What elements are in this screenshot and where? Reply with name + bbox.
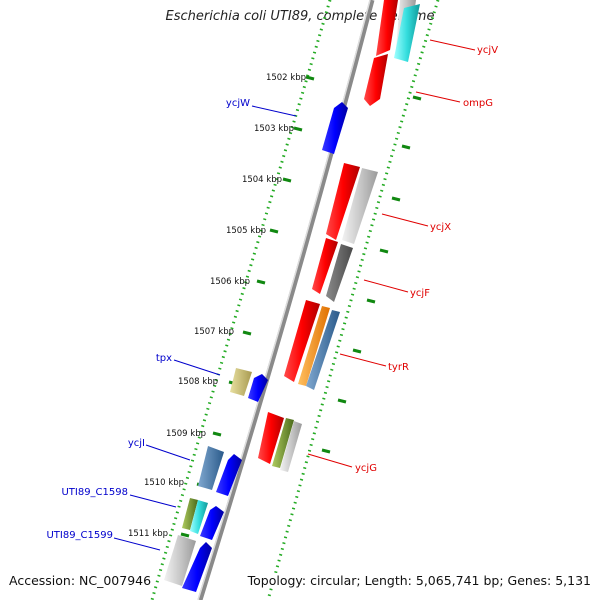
gene-tyrR-orange[interactable] bbox=[298, 306, 330, 386]
tick-label-1510: 1510 kbp bbox=[144, 478, 184, 488]
tick-label-1509: 1509 kbp bbox=[166, 429, 206, 439]
gene-label-UTI89_C1599[interactable]: UTI89_C1599 bbox=[46, 530, 113, 541]
tick-label-1502: 1502 kbp bbox=[266, 73, 306, 83]
gene-block-top-red[interactable] bbox=[376, 0, 398, 56]
gene-ycjI[interactable] bbox=[216, 454, 242, 496]
gene-ycjG-red[interactable] bbox=[258, 412, 284, 464]
gene-ycjW[interactable] bbox=[322, 102, 348, 154]
reverse-leader-lines bbox=[113, 105, 297, 551]
forward-leader-lines bbox=[307, 39, 476, 468]
gene-ycjF-grey[interactable] bbox=[326, 244, 353, 302]
gene-label-ycjF[interactable]: ycjF bbox=[410, 288, 430, 299]
gene-label-ycjV[interactable]: ycjV bbox=[477, 45, 498, 56]
genome-backbone bbox=[197, 0, 375, 600]
gene-label-ycjI[interactable]: ycjI bbox=[128, 438, 145, 449]
tick-label-1504: 1504 kbp bbox=[242, 175, 282, 185]
axis-tick-marks bbox=[180, 75, 315, 538]
axis-tick-labels: 1502 kbp 1503 kbp 1504 kbp 1505 kbp 1506… bbox=[128, 73, 306, 539]
tick-label-1511: 1511 kbp bbox=[128, 529, 168, 539]
genome-backbone-highlight bbox=[197, 0, 371, 600]
gene-label-ycjX[interactable]: ycjX bbox=[430, 222, 451, 233]
outer-tick-marks bbox=[321, 95, 422, 454]
gene-label-ycjG[interactable]: ycjG bbox=[355, 463, 377, 474]
gene-label-tyrR[interactable]: tyrR bbox=[388, 362, 409, 373]
gene-UTI89_C1599-grey[interactable] bbox=[164, 535, 196, 586]
gene-ycjG-green[interactable] bbox=[272, 418, 294, 468]
gene-UTI89_C1598-cyan[interactable] bbox=[190, 500, 208, 534]
gene-tpx[interactable] bbox=[248, 374, 268, 402]
tick-label-1503: 1503 kbp bbox=[254, 124, 294, 134]
gene-ycjI-steel[interactable] bbox=[198, 446, 224, 490]
gene-tyrR-red[interactable] bbox=[284, 300, 320, 382]
gene-label-ycjW[interactable]: ycjW bbox=[226, 98, 250, 109]
gene-ycjX-grey[interactable] bbox=[342, 168, 378, 244]
outer-dotted-track bbox=[266, 0, 440, 600]
reverse-gene-labels: ycjW tpx ycjI UTI89_C1598 UTI89_C1599 bbox=[46, 98, 250, 541]
forward-strand-genes bbox=[258, 0, 420, 472]
gene-UTI89_C1599[interactable] bbox=[182, 542, 212, 592]
gene-ycjG-grey[interactable] bbox=[280, 421, 302, 472]
gene-ompG[interactable] bbox=[364, 54, 388, 106]
gene-label-tpx[interactable]: tpx bbox=[156, 353, 172, 364]
accession-label: Accession: NC_007946 bbox=[9, 573, 152, 588]
gene-UTI89_C1598-green[interactable] bbox=[182, 498, 198, 530]
gene-ycjX-red[interactable] bbox=[326, 163, 360, 240]
tick-label-1506: 1506 kbp bbox=[210, 277, 250, 287]
gene-block-top-cyan[interactable] bbox=[394, 4, 420, 62]
tick-label-1505: 1505 kbp bbox=[226, 226, 266, 236]
forward-gene-labels: ycjV ompG ycjX ycjF tyrR ycjG bbox=[355, 45, 498, 474]
inner-dotted-track bbox=[150, 0, 332, 600]
gene-label-ompG[interactable]: ompG bbox=[463, 98, 493, 109]
reverse-strand-genes bbox=[164, 102, 348, 592]
gene-ycjF-red[interactable] bbox=[312, 238, 338, 294]
gene-label-UTI89_C1598[interactable]: UTI89_C1598 bbox=[61, 487, 128, 498]
gene-UTI89_C1598[interactable] bbox=[200, 506, 224, 540]
genome-summary: Topology: circular; Length: 5,065,741 bp… bbox=[247, 573, 591, 588]
gene-tpx-olive[interactable] bbox=[230, 368, 252, 396]
tick-label-1508: 1508 kbp bbox=[178, 377, 218, 387]
tick-label-1507: 1507 kbp bbox=[194, 327, 234, 337]
gene-tyrR-steel[interactable] bbox=[306, 310, 340, 390]
